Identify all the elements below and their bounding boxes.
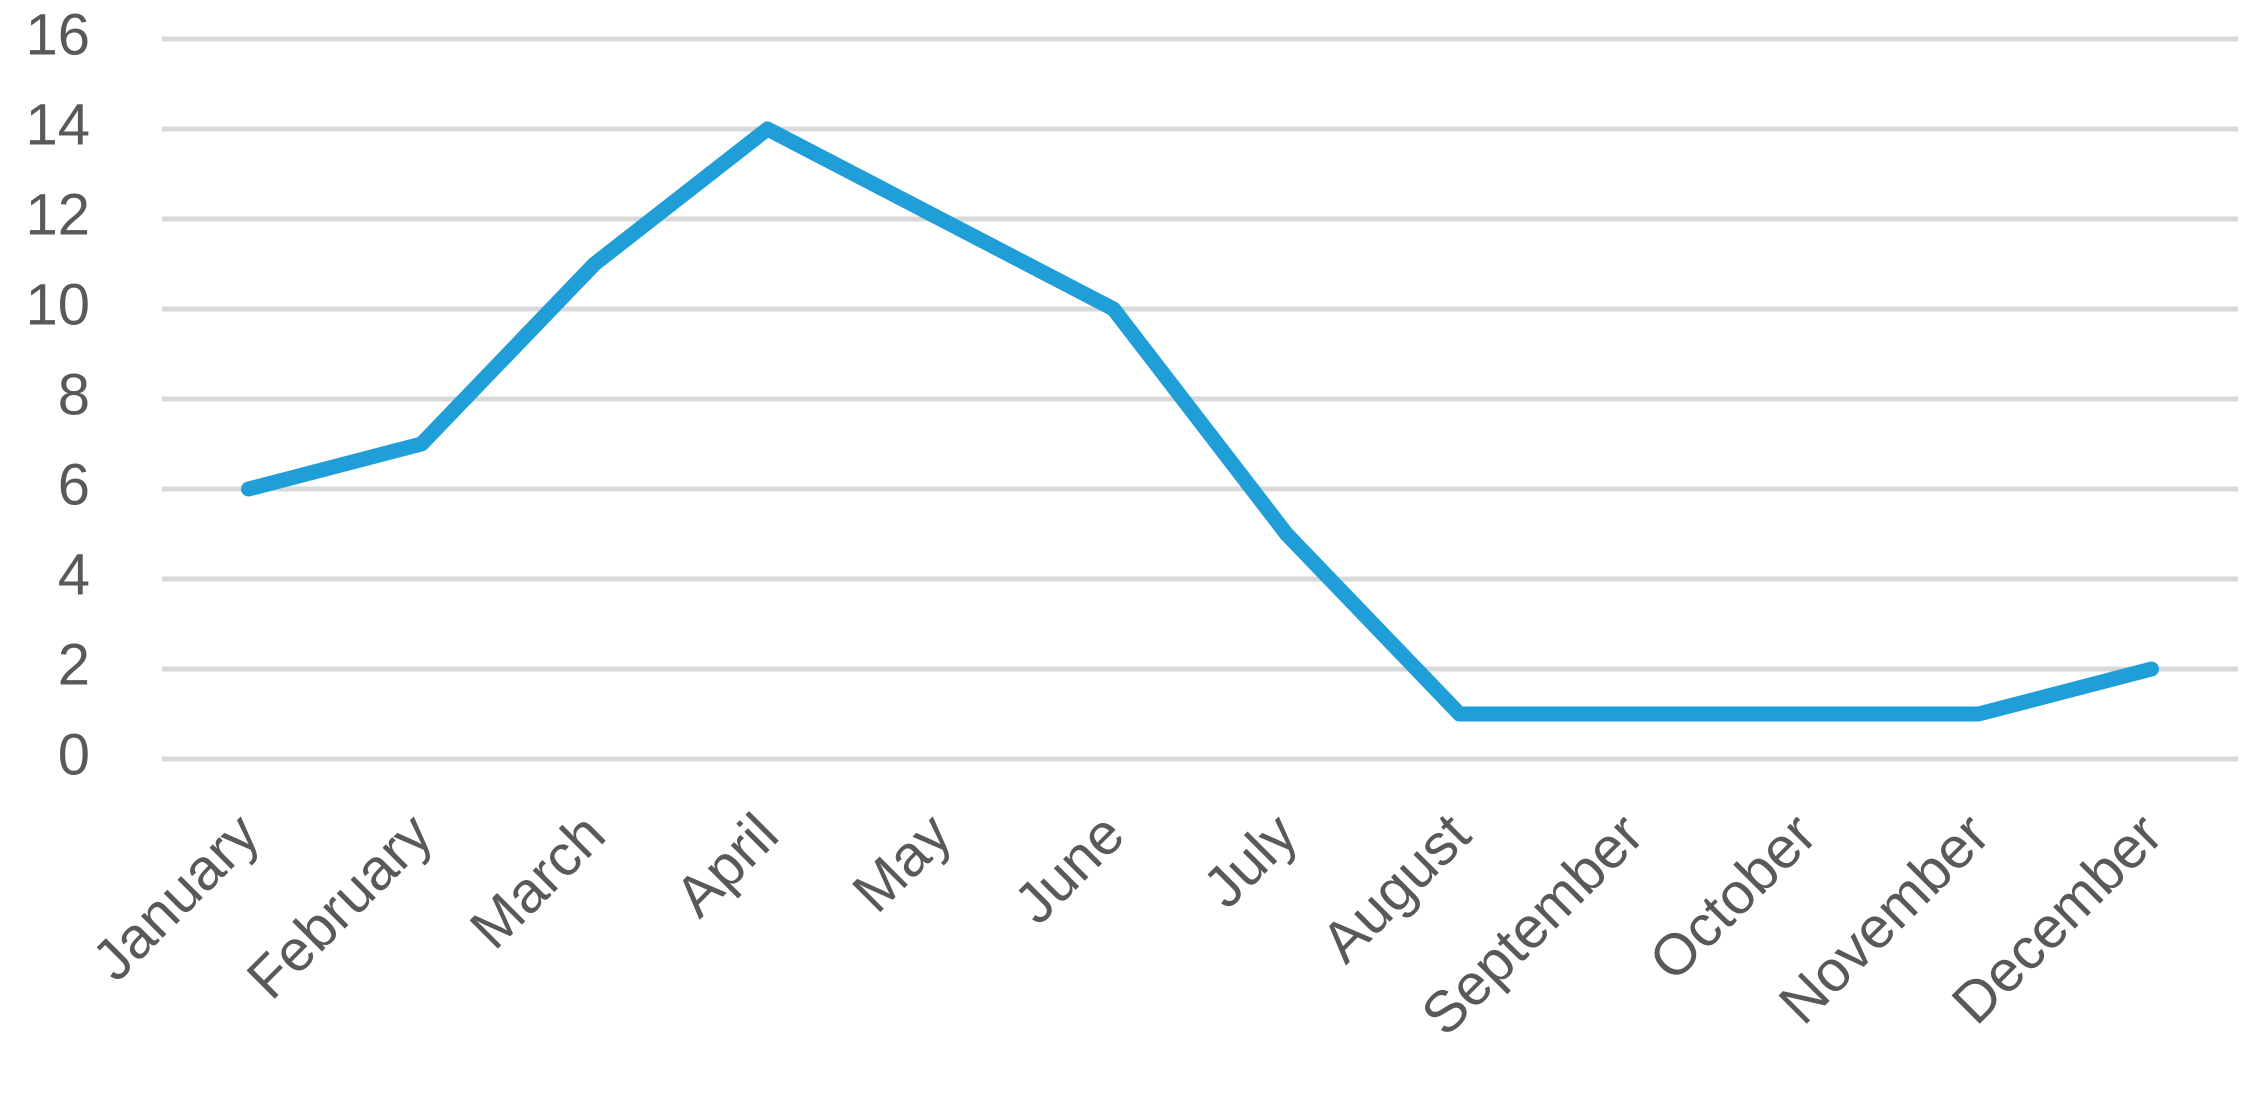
y-tick-label: 14 (25, 92, 90, 157)
y-tick-label: 2 (58, 632, 90, 697)
x-tick-label: April (663, 801, 791, 929)
y-tick-label: 12 (25, 182, 90, 247)
x-tick-label: March (458, 801, 618, 961)
y-tick-label: 4 (58, 542, 90, 607)
y-tick-label: 10 (25, 272, 90, 337)
x-tick-label: May (840, 801, 963, 924)
y-tick-label: 16 (25, 2, 90, 67)
x-tick-label: August (1309, 801, 1483, 975)
y-tick-label: 6 (58, 452, 90, 517)
y-tick-label: 8 (58, 362, 90, 427)
y-tick-label: 0 (58, 722, 90, 787)
x-tick-label: February (235, 801, 445, 1011)
x-tick-label: July (1191, 801, 1310, 920)
x-tick-label: June (1002, 801, 1137, 936)
line-series (241, 121, 2159, 722)
